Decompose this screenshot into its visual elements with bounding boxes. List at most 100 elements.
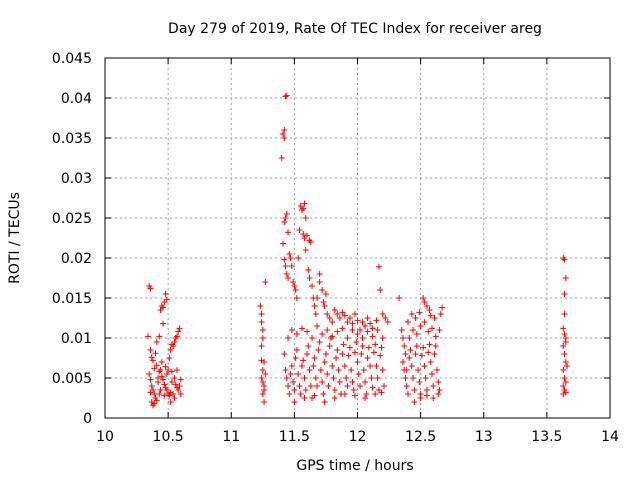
data-point	[158, 373, 165, 380]
data-point	[399, 335, 406, 341]
data-point	[175, 387, 182, 393]
data-point	[291, 283, 298, 289]
data-point	[562, 359, 569, 365]
data-point	[423, 392, 430, 399]
data-point	[373, 317, 380, 324]
data-point	[346, 315, 353, 321]
data-point	[281, 219, 288, 225]
data-point	[292, 355, 299, 361]
data-point	[321, 399, 328, 405]
y-tick-label: 0.04	[61, 91, 92, 107]
data-point	[350, 387, 357, 393]
data-point	[431, 351, 438, 357]
data-point	[336, 379, 343, 385]
data-point	[427, 312, 434, 319]
data-point	[562, 379, 569, 385]
data-point	[341, 391, 348, 397]
data-point	[396, 295, 403, 301]
data-point	[430, 395, 437, 401]
data-point	[364, 315, 371, 321]
data-point	[403, 367, 410, 373]
data-point	[282, 263, 289, 269]
data-point	[160, 376, 167, 383]
data-point	[316, 339, 323, 345]
data-point	[259, 367, 266, 373]
data-point	[312, 375, 319, 381]
data-point	[261, 399, 268, 405]
y-tick-label: 0.03	[61, 171, 92, 187]
data-point	[341, 363, 348, 369]
data-point	[408, 311, 415, 317]
data-point	[301, 375, 308, 381]
data-point	[163, 371, 170, 377]
data-point	[413, 343, 420, 349]
data-point	[292, 287, 299, 293]
data-point	[309, 335, 316, 341]
data-point	[405, 391, 411, 397]
data-point	[322, 291, 329, 297]
data-point	[259, 335, 266, 341]
data-point	[364, 328, 371, 335]
data-point	[354, 331, 361, 337]
data-point	[325, 383, 332, 389]
data-point	[293, 331, 300, 337]
data-point	[331, 395, 338, 401]
data-point	[171, 375, 178, 381]
data-point	[561, 291, 568, 297]
data-point	[151, 400, 158, 407]
x-tick-label: 11.5	[279, 429, 310, 445]
data-point	[262, 279, 269, 285]
data-point	[329, 319, 336, 325]
data-point	[330, 375, 337, 381]
data-point	[314, 295, 321, 301]
data-point	[312, 311, 319, 317]
data-point	[421, 319, 428, 325]
data-point	[416, 379, 423, 385]
data-point	[307, 239, 314, 245]
x-tick-labels: 10 10.5 11 11.5 12 12.5 13 13.5 14	[96, 429, 619, 445]
data-point	[334, 347, 341, 353]
data-point	[153, 362, 160, 369]
data-point	[561, 331, 568, 337]
data-point	[384, 319, 391, 325]
data-point	[148, 383, 155, 389]
data-point	[359, 343, 366, 349]
data-point	[411, 399, 418, 405]
data-point	[176, 325, 183, 332]
chart-title: Day 279 of 2019, Rate Of TEC Index for r…	[168, 21, 542, 37]
data-point	[171, 395, 178, 401]
data-point	[425, 349, 432, 356]
data-point	[151, 365, 158, 372]
data-point	[316, 279, 323, 285]
data-point	[315, 347, 322, 353]
data-point	[280, 131, 287, 137]
data-point	[341, 312, 348, 319]
data-point	[354, 359, 361, 365]
data-point	[285, 229, 292, 236]
data-point	[283, 375, 290, 381]
data-point	[152, 350, 159, 357]
data-point	[148, 354, 155, 361]
data-point	[420, 344, 427, 351]
data-point	[326, 343, 333, 349]
data-point	[367, 320, 374, 327]
data-point	[407, 347, 414, 353]
data-point	[560, 325, 567, 332]
grid-lines	[105, 58, 610, 418]
data-point	[426, 307, 433, 313]
y-axis-label: ROTI / TECUs	[7, 192, 23, 284]
y-tick-label: 0.045	[52, 51, 92, 67]
data-point	[365, 344, 372, 351]
data-point	[427, 359, 434, 365]
data-point	[316, 271, 323, 277]
data-point	[310, 363, 317, 369]
data-point	[359, 335, 366, 341]
data-point	[560, 367, 567, 373]
data-point	[283, 271, 290, 277]
data-point	[411, 387, 418, 393]
data-point	[291, 387, 298, 393]
data-point	[291, 399, 298, 405]
data-point	[374, 375, 381, 381]
data-point	[369, 325, 376, 332]
